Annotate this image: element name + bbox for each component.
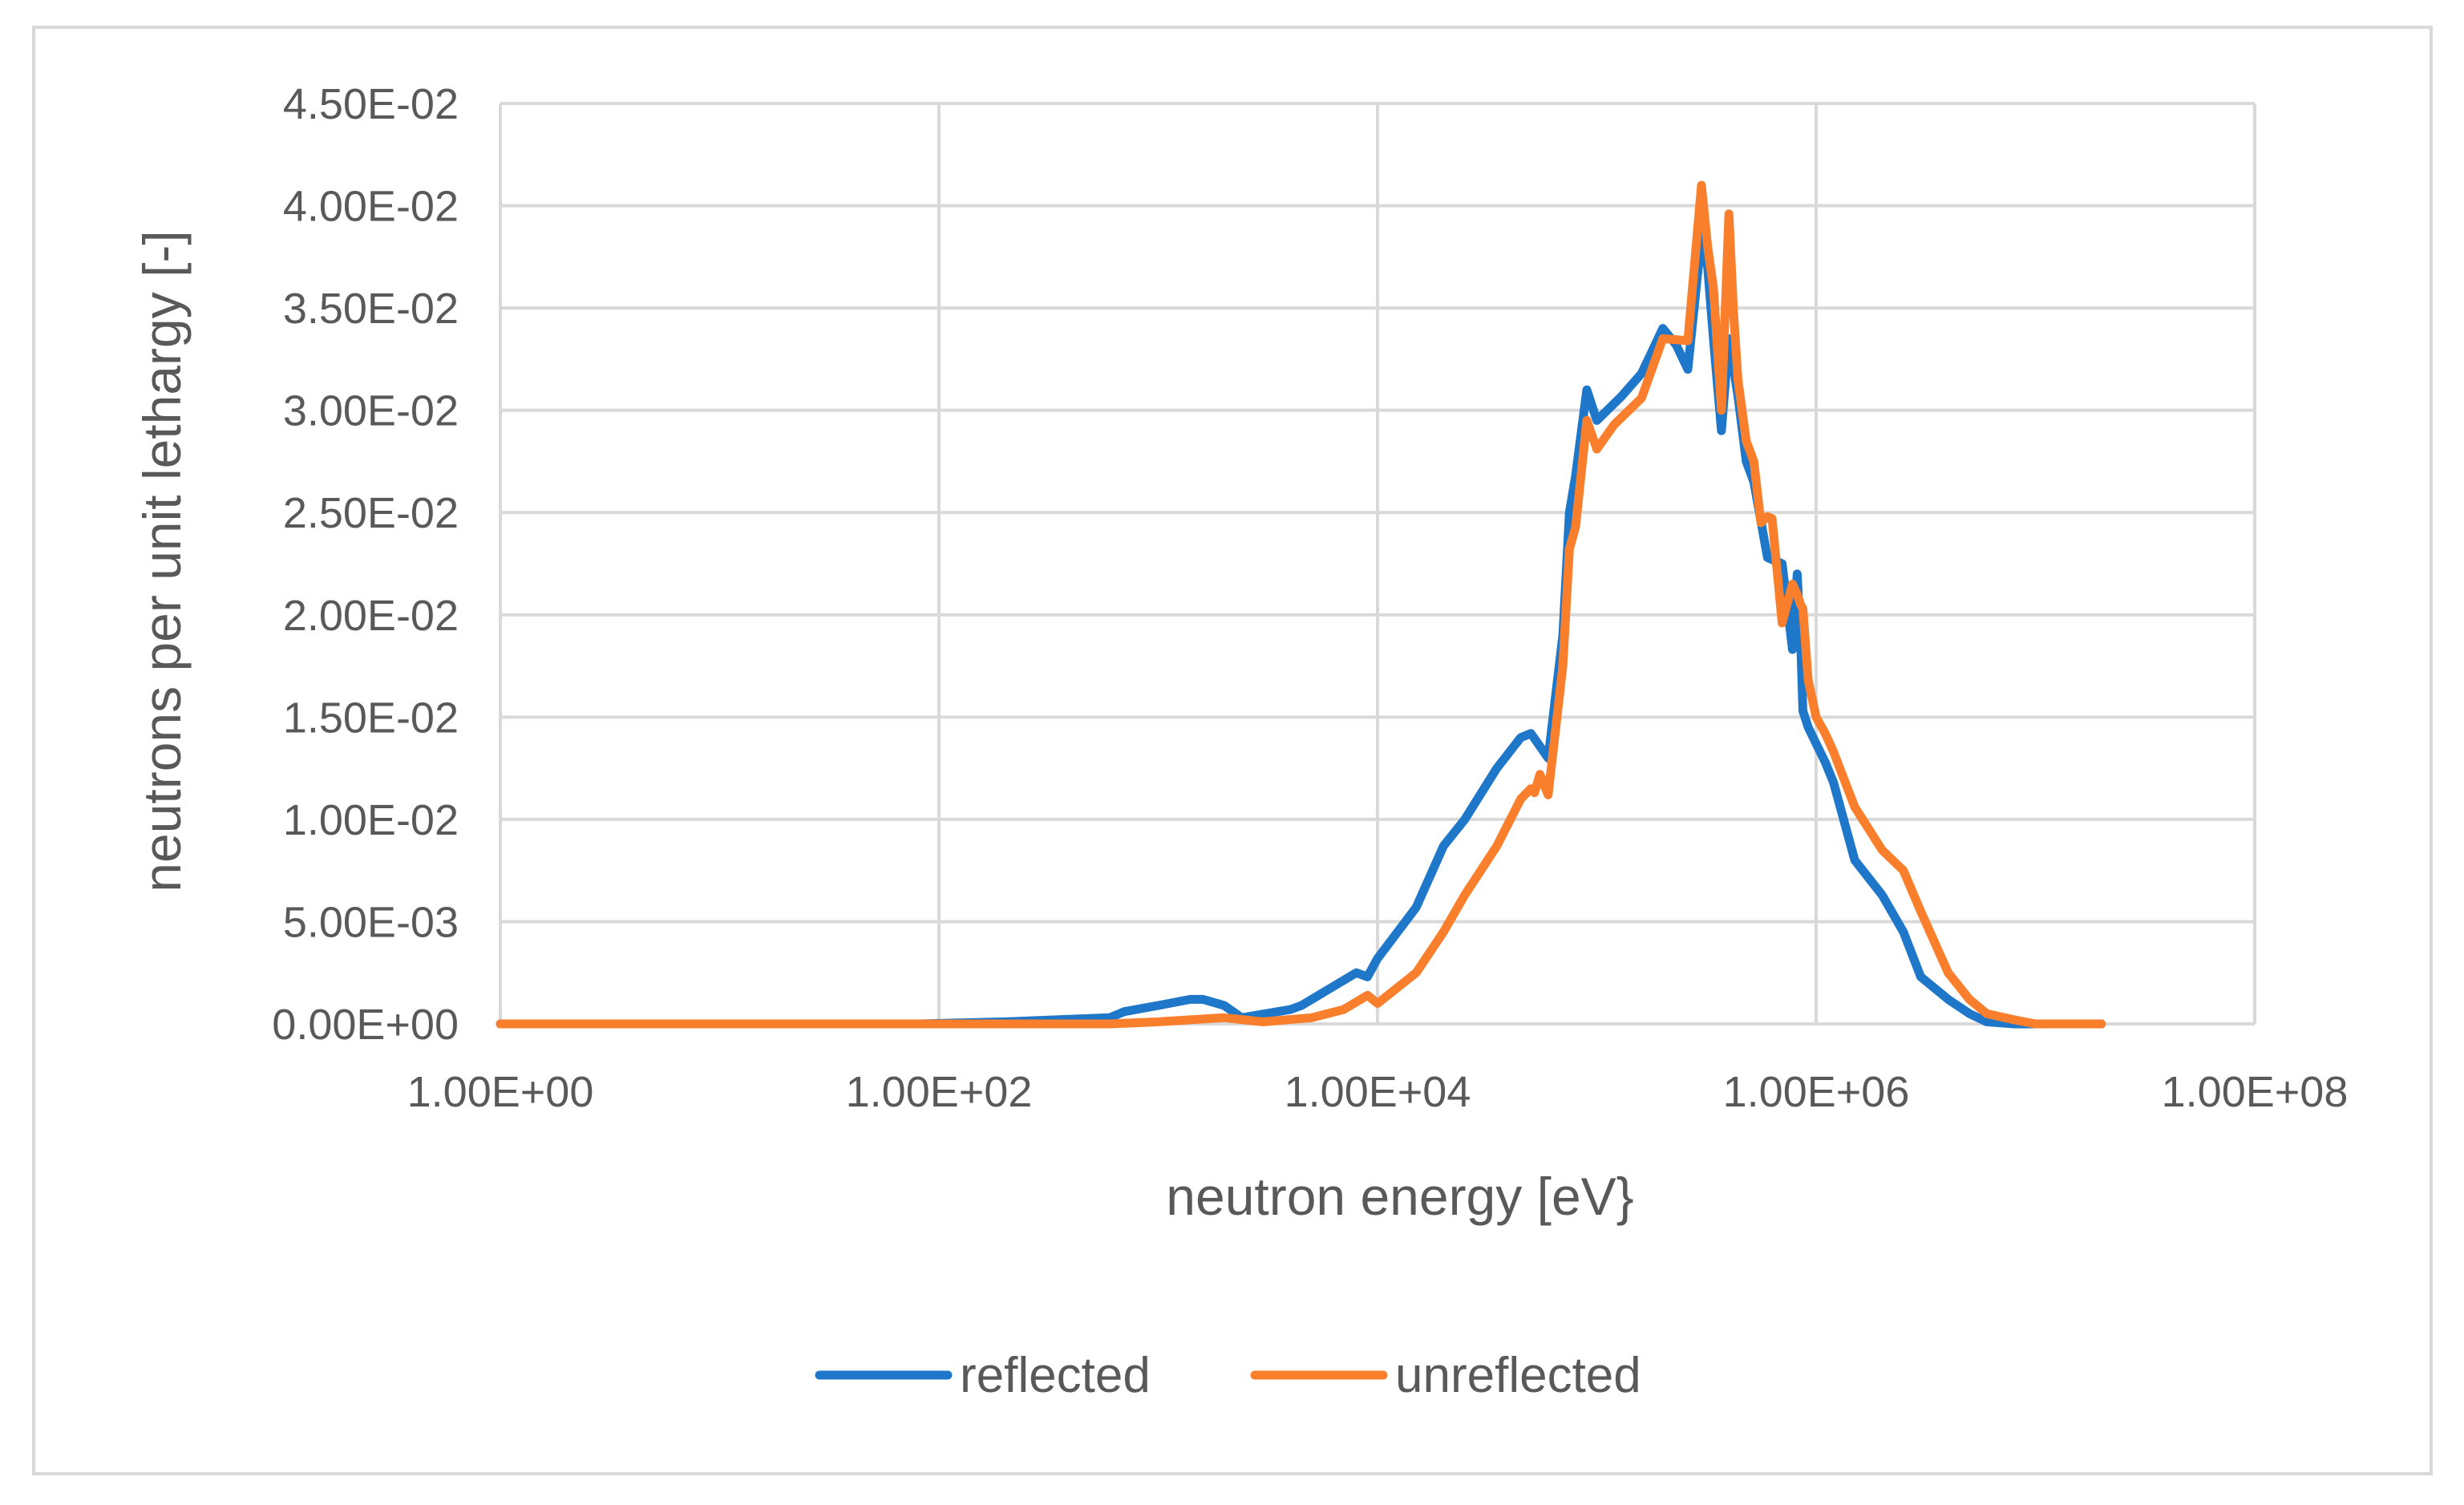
y-tick-label: 5.00E-03 [283, 898, 459, 946]
vertical-gridlines [499, 103, 2256, 1024]
series-line-reflected [496, 232, 2106, 1029]
y-tick-label: 3.50E-02 [283, 285, 459, 333]
x-tick-label: 1.00E+04 [1285, 1068, 1471, 1116]
y-tick-label: 1.00E-02 [283, 796, 459, 844]
series-layer [496, 180, 2106, 1029]
y-tick-label: 3.00E-02 [283, 387, 459, 435]
legend: reflected unreflected [815, 1348, 1641, 1403]
y-tick-label: 0.00E+00 [272, 1001, 459, 1049]
x-tick-label: 1.00E+02 [846, 1068, 1033, 1116]
y-tick-label: 2.00E-02 [283, 592, 459, 640]
series-line-unreflected [496, 180, 2106, 1029]
y-axis-tick-labels: 0.00E+00 5.00E-03 1.00E-02 1.50E-02 2.00E-02… [272, 80, 459, 1049]
x-tick-label: 1.00E+00 [407, 1068, 594, 1116]
x-tick-label: 1.00E+06 [1723, 1068, 1910, 1116]
legend-label-reflected: reflected [960, 1348, 1151, 1403]
y-tick-label: 1.50E-02 [283, 694, 459, 742]
y-tick-label: 4.00E-02 [283, 183, 459, 231]
x-axis-title: neutron energy [eV} [1166, 1167, 1633, 1226]
x-tick-label: 1.00E+08 [2162, 1068, 2349, 1116]
chart-frame [32, 26, 2433, 1475]
y-axis-title: neutrons per unit lethargy [-] [132, 230, 192, 892]
y-tick-label: 4.50E-02 [283, 80, 459, 128]
x-axis-tick-labels: 1.00E+00 1.00E+02 1.00E+04 1.00E+06 1.00E+08 [407, 1068, 2349, 1116]
legend-label-unreflected: unreflected [1395, 1348, 1641, 1403]
y-tick-label: 2.50E-02 [283, 489, 459, 537]
